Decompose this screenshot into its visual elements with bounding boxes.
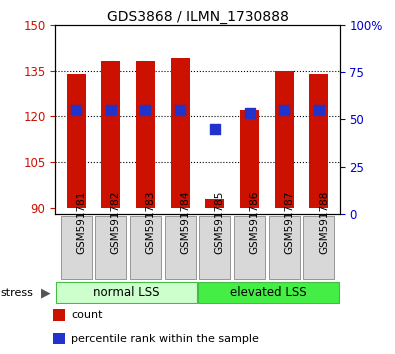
Point xyxy=(316,108,322,113)
FancyBboxPatch shape xyxy=(198,282,339,303)
Text: GSM591784: GSM591784 xyxy=(180,191,190,255)
FancyBboxPatch shape xyxy=(165,216,196,279)
FancyBboxPatch shape xyxy=(95,216,126,279)
Bar xyxy=(205,199,224,208)
FancyBboxPatch shape xyxy=(56,282,197,303)
Text: stress: stress xyxy=(1,287,34,298)
FancyBboxPatch shape xyxy=(303,216,335,279)
Text: GSM591785: GSM591785 xyxy=(215,191,225,255)
Text: GSM591781: GSM591781 xyxy=(76,191,86,255)
Point xyxy=(142,108,149,113)
Text: percentile rank within the sample: percentile rank within the sample xyxy=(71,334,259,344)
Text: GSM591782: GSM591782 xyxy=(111,191,121,255)
Point xyxy=(212,126,218,131)
Point xyxy=(107,108,114,113)
Text: GSM591786: GSM591786 xyxy=(250,191,260,255)
Point xyxy=(73,108,79,113)
Text: count: count xyxy=(71,310,103,320)
Bar xyxy=(53,333,66,344)
Text: ▶: ▶ xyxy=(41,286,50,299)
Bar xyxy=(309,74,328,208)
Text: normal LSS: normal LSS xyxy=(93,286,160,299)
FancyBboxPatch shape xyxy=(199,216,230,279)
Title: GDS3868 / ILMN_1730888: GDS3868 / ILMN_1730888 xyxy=(107,10,288,24)
Bar xyxy=(101,62,120,208)
Text: GSM591788: GSM591788 xyxy=(319,191,329,255)
Bar xyxy=(171,58,190,208)
FancyBboxPatch shape xyxy=(269,216,300,279)
Point xyxy=(177,108,183,113)
FancyBboxPatch shape xyxy=(60,216,92,279)
Point xyxy=(281,108,288,113)
Bar xyxy=(136,62,155,208)
Text: GSM591783: GSM591783 xyxy=(145,191,156,255)
Bar xyxy=(275,70,294,208)
Point xyxy=(246,110,253,116)
Text: GSM591787: GSM591787 xyxy=(284,191,294,255)
Bar xyxy=(53,309,66,320)
Text: elevated LSS: elevated LSS xyxy=(230,286,307,299)
Bar xyxy=(67,74,86,208)
Bar xyxy=(240,110,259,208)
FancyBboxPatch shape xyxy=(234,216,265,279)
FancyBboxPatch shape xyxy=(130,216,161,279)
